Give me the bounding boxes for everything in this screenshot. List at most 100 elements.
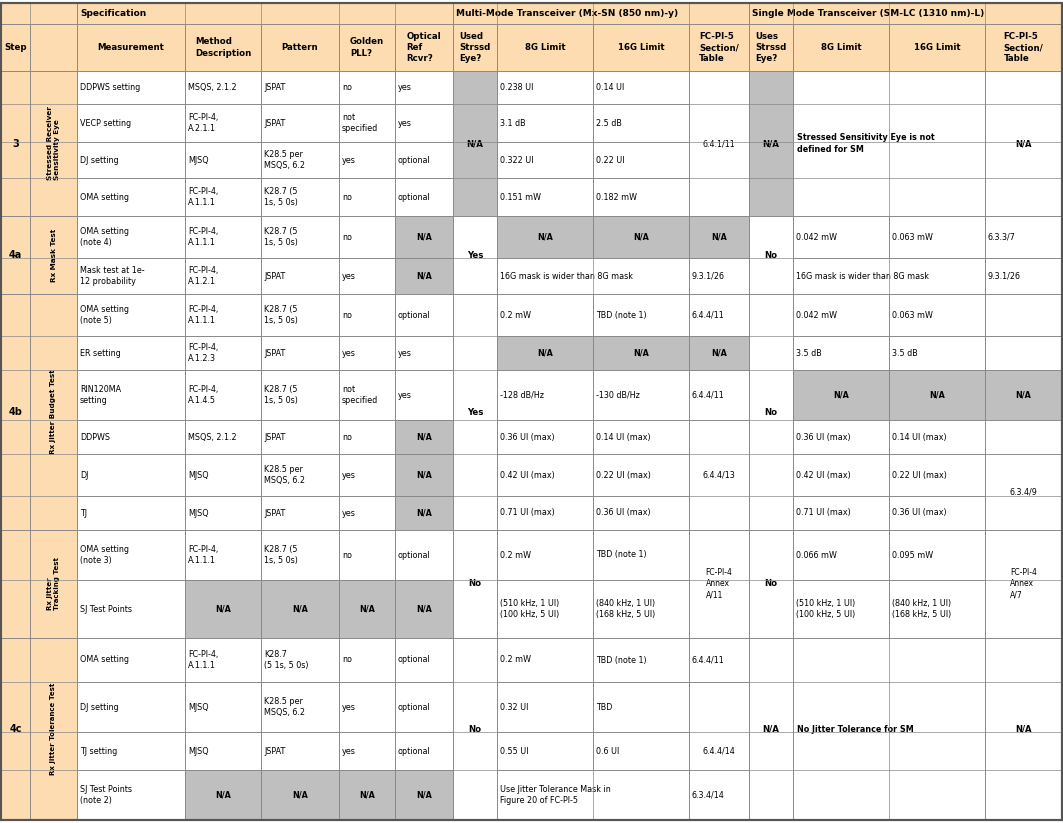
Bar [30, 530, 77, 638]
Bar [395, 104, 453, 142]
Bar [749, 530, 793, 638]
Bar [497, 24, 593, 71]
Bar [395, 496, 453, 530]
Bar [339, 496, 395, 530]
Text: Rx Mask Test: Rx Mask Test [51, 228, 56, 281]
Bar [395, 638, 453, 682]
Bar [261, 420, 339, 454]
Bar [497, 258, 689, 294]
Text: 4a: 4a [9, 250, 22, 260]
Text: Uses
Strssd
Eye?: Uses Strssd Eye? [756, 32, 787, 63]
Text: 0.14 UI (max): 0.14 UI (max) [596, 433, 651, 441]
Bar [185, 770, 261, 820]
Text: 0.182 mW: 0.182 mW [596, 193, 637, 202]
Bar [185, 294, 261, 336]
Text: N/A: N/A [1015, 390, 1031, 399]
Bar [593, 178, 689, 216]
Bar [793, 294, 889, 336]
Text: TJ: TJ [80, 509, 87, 518]
Text: Rx Jitter Tolerance Test: Rx Jitter Tolerance Test [51, 683, 56, 775]
Bar [593, 216, 689, 258]
Text: no: no [342, 83, 352, 92]
Text: N/A: N/A [537, 348, 553, 357]
Text: (510 kHz, 1 UI)
(100 kHz, 5 UI): (510 kHz, 1 UI) (100 kHz, 5 UI) [500, 599, 559, 619]
Bar [339, 638, 395, 682]
Text: no: no [342, 551, 352, 560]
Bar [985, 336, 1062, 370]
Bar [593, 142, 689, 178]
Bar [497, 104, 593, 142]
Text: N/A: N/A [762, 139, 779, 148]
Text: optional: optional [398, 193, 431, 202]
Text: not
specified: not specified [342, 385, 378, 405]
Text: K28.5 per
MSQS, 6.2: K28.5 per MSQS, 6.2 [264, 465, 305, 485]
Text: VECP setting: VECP setting [80, 119, 131, 128]
Text: DJ: DJ [80, 471, 88, 480]
Bar [395, 258, 453, 294]
Text: yes: yes [398, 83, 411, 92]
Bar [77, 24, 185, 71]
Bar [497, 216, 593, 258]
Text: FC-PI-4,
A.1.4.5: FC-PI-4, A.1.4.5 [188, 385, 218, 405]
Text: DJ setting: DJ setting [80, 156, 119, 165]
Bar [339, 258, 395, 294]
Bar [689, 336, 749, 370]
Text: Stressed Sensitivity Eye is not
defined for SM: Stressed Sensitivity Eye is not defined … [797, 133, 934, 154]
Bar [689, 294, 749, 336]
Bar [593, 370, 689, 420]
Text: Rx Jitter Budget Test: Rx Jitter Budget Test [51, 370, 56, 454]
Bar [497, 530, 593, 580]
Bar [77, 216, 185, 258]
Bar [185, 580, 261, 638]
Bar [593, 24, 689, 71]
Bar [339, 580, 395, 638]
Bar [185, 216, 261, 258]
Text: yes: yes [342, 509, 356, 518]
Bar [793, 71, 985, 216]
Text: JSPAT: JSPAT [264, 348, 285, 357]
Bar [593, 420, 689, 454]
Text: N/A: N/A [359, 605, 375, 613]
Bar [453, 24, 497, 71]
Bar [593, 496, 689, 530]
Bar [593, 732, 689, 770]
Bar [497, 178, 593, 216]
Bar [339, 336, 395, 370]
Text: 8G Limit: 8G Limit [525, 43, 566, 52]
Text: DDPWS setting: DDPWS setting [80, 83, 140, 92]
Bar [689, 770, 749, 820]
Text: N/A: N/A [416, 233, 432, 241]
Bar [339, 420, 395, 454]
Text: N/A: N/A [537, 233, 553, 241]
Text: 6.4.4/13: 6.4.4/13 [703, 471, 736, 480]
Bar [1, 24, 30, 71]
Text: Method
Description: Method Description [195, 38, 251, 58]
Text: JSPAT: JSPAT [264, 83, 285, 92]
Bar [339, 104, 395, 142]
Text: SJ Test Points: SJ Test Points [80, 605, 132, 613]
Bar [395, 770, 453, 820]
Text: Measurement: Measurement [98, 43, 165, 52]
Text: OMA setting: OMA setting [80, 193, 129, 202]
Text: 16G mask is wider than 8G mask: 16G mask is wider than 8G mask [796, 272, 929, 281]
Bar [985, 454, 1062, 530]
Text: TBD (note 1): TBD (note 1) [596, 551, 646, 560]
Bar [261, 682, 339, 732]
Text: 0.2 mW: 0.2 mW [500, 551, 532, 560]
Text: FC-PI-5
Section/
Table: FC-PI-5 Section/ Table [1003, 32, 1044, 63]
Text: 0.42 UI (max): 0.42 UI (max) [500, 471, 555, 480]
Bar [793, 454, 889, 496]
Text: 0.238 UI: 0.238 UI [500, 83, 534, 92]
Bar [395, 336, 453, 370]
Text: K28.5 per
MSQS, 6.2: K28.5 per MSQS, 6.2 [264, 150, 305, 170]
Text: yes: yes [342, 156, 356, 165]
Bar [185, 178, 261, 216]
Bar [77, 732, 185, 770]
Bar [889, 454, 985, 496]
Text: Rx Jitter
Tracking Test: Rx Jitter Tracking Test [47, 557, 61, 611]
Bar [749, 294, 793, 530]
Bar [793, 336, 889, 370]
Text: 6.4.1/11: 6.4.1/11 [703, 139, 736, 148]
Text: yes: yes [342, 348, 356, 357]
Text: Specification: Specification [80, 9, 147, 18]
